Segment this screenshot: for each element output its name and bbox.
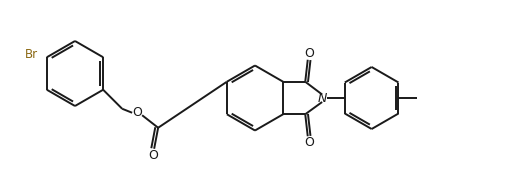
Text: O: O: [148, 149, 158, 162]
Text: N: N: [317, 92, 327, 104]
Text: O: O: [304, 47, 314, 60]
Text: O: O: [132, 106, 142, 119]
Text: O: O: [304, 136, 314, 149]
Text: Br: Br: [25, 48, 38, 61]
